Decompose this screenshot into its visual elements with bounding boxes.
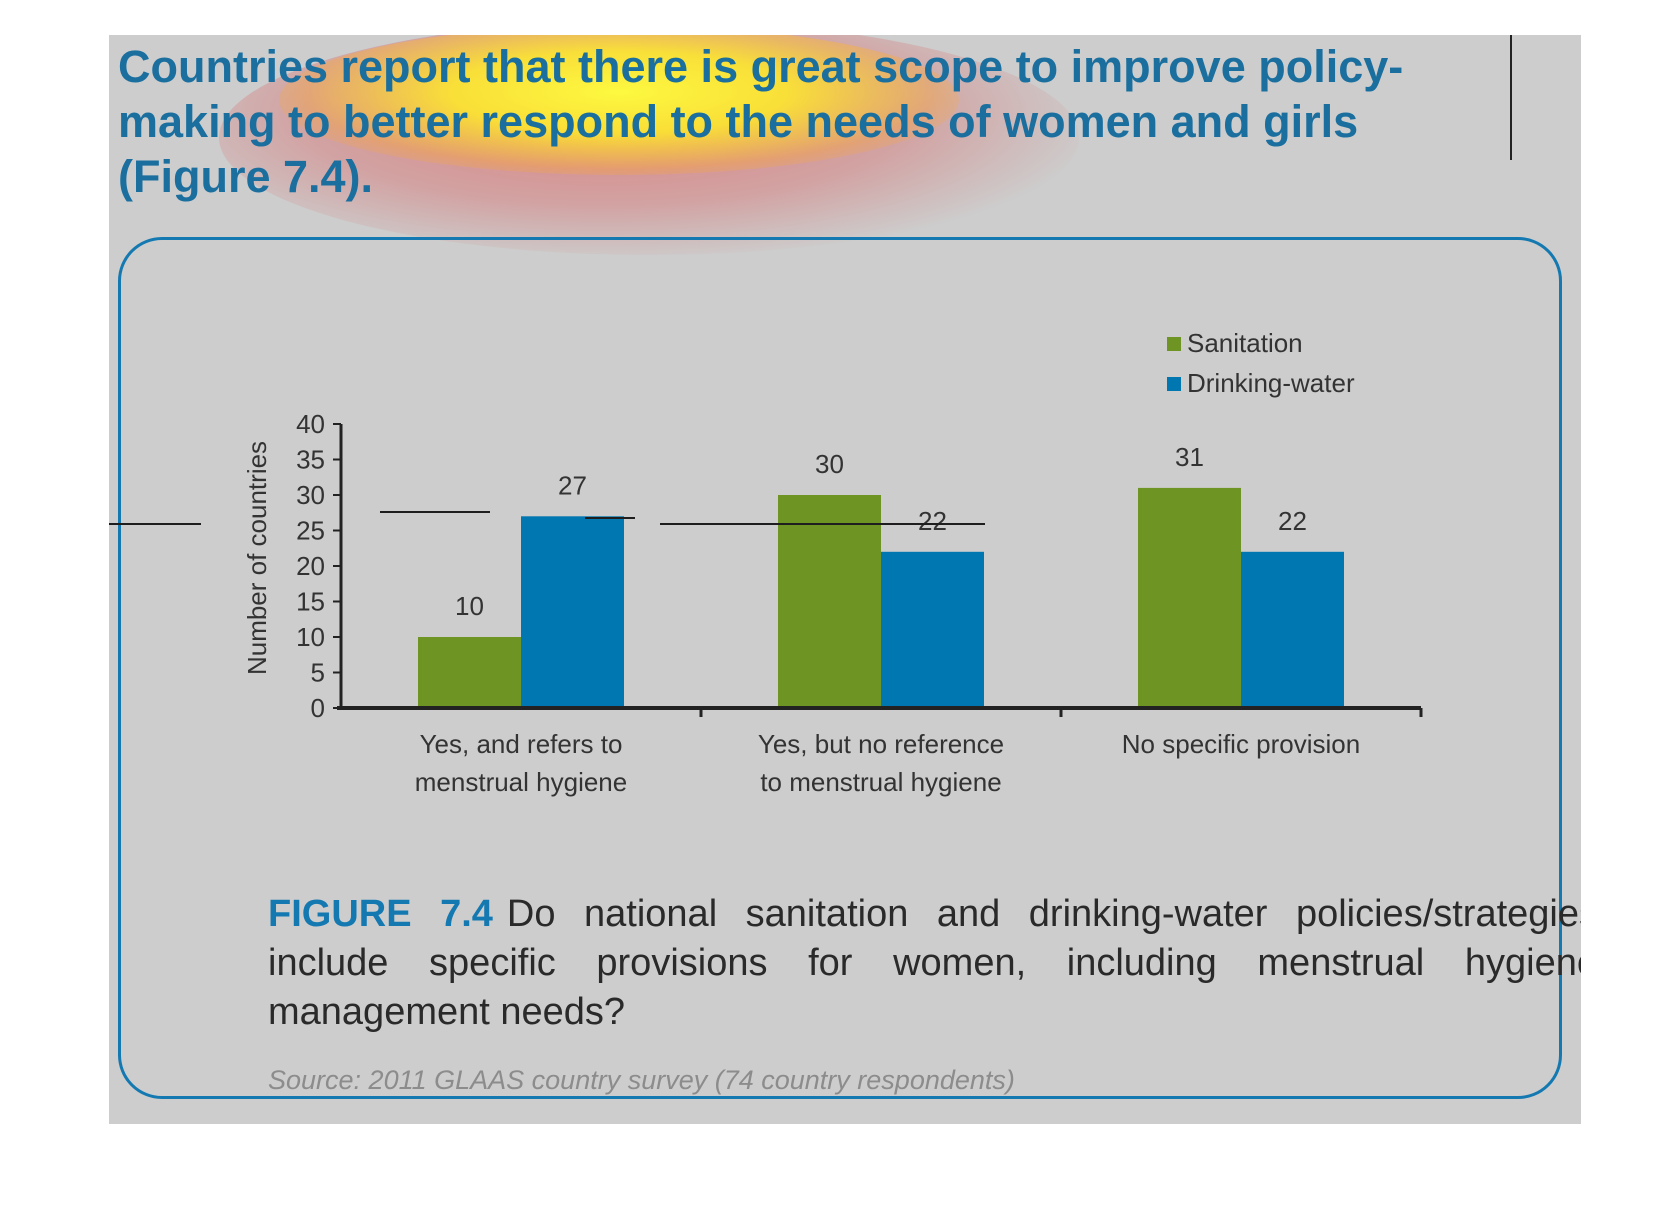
bar	[521, 516, 624, 708]
y-axis-label: Number of countries	[242, 441, 272, 675]
data-label: 27	[558, 470, 587, 500]
figure-caption-text: Do national sanitation and drinking-wate…	[268, 893, 1581, 1033]
bar	[778, 495, 881, 708]
figure-caption: FIGURE 7.4 Do national sanitation and dri…	[268, 890, 1581, 1037]
x-tick-label: Yes, but no reference	[758, 729, 1004, 759]
text-cursor	[1510, 35, 1512, 160]
y-tick-label: 15	[296, 587, 325, 617]
y-tick-label: 5	[311, 658, 325, 688]
figure-label: FIGURE 7.4	[268, 893, 493, 935]
x-tick-label: menstrual hygiene	[415, 767, 627, 797]
x-tick-label: No specific provision	[1122, 729, 1360, 759]
y-tick-label: 40	[296, 409, 325, 439]
stray-line	[109, 523, 201, 525]
y-tick-label: 35	[296, 445, 325, 475]
data-label: 30	[815, 449, 844, 479]
stray-line	[380, 511, 490, 513]
x-tick-label: to menstrual hygiene	[760, 767, 1001, 797]
headline: Countries report that there is great sco…	[118, 41, 1404, 202]
stray-line	[660, 523, 985, 525]
bar	[1241, 551, 1344, 708]
legend-swatch	[1167, 337, 1181, 351]
bar	[418, 637, 521, 708]
legend-swatch	[1167, 377, 1181, 391]
figure-panel: Countries report that there is great sco…	[109, 35, 1581, 1124]
y-tick-label: 25	[296, 516, 325, 546]
data-label: 10	[455, 591, 484, 621]
y-tick-label: 20	[296, 551, 325, 581]
data-label: 22	[1278, 506, 1307, 536]
y-tick-label: 0	[311, 693, 325, 723]
bar	[881, 551, 984, 708]
legend-label: Drinking-water	[1187, 368, 1355, 398]
legend-label: Sanitation	[1187, 328, 1303, 358]
data-label: 22	[918, 506, 947, 536]
y-tick-label: 30	[296, 480, 325, 510]
figure-card	[118, 237, 1562, 1099]
bar	[1138, 487, 1241, 708]
figure-source: Source: 2011 GLAAS country survey (74 co…	[268, 1065, 1015, 1095]
y-tick-label: 10	[296, 622, 325, 652]
bar-chart: 10 30 31 27 22 22 0 5 10 15 20 25 30 35 40 Yes, and ref…	[242, 328, 1423, 797]
stray-line	[585, 517, 635, 519]
x-tick-label: Yes, and refers to	[420, 729, 623, 759]
data-label: 31	[1175, 442, 1204, 472]
